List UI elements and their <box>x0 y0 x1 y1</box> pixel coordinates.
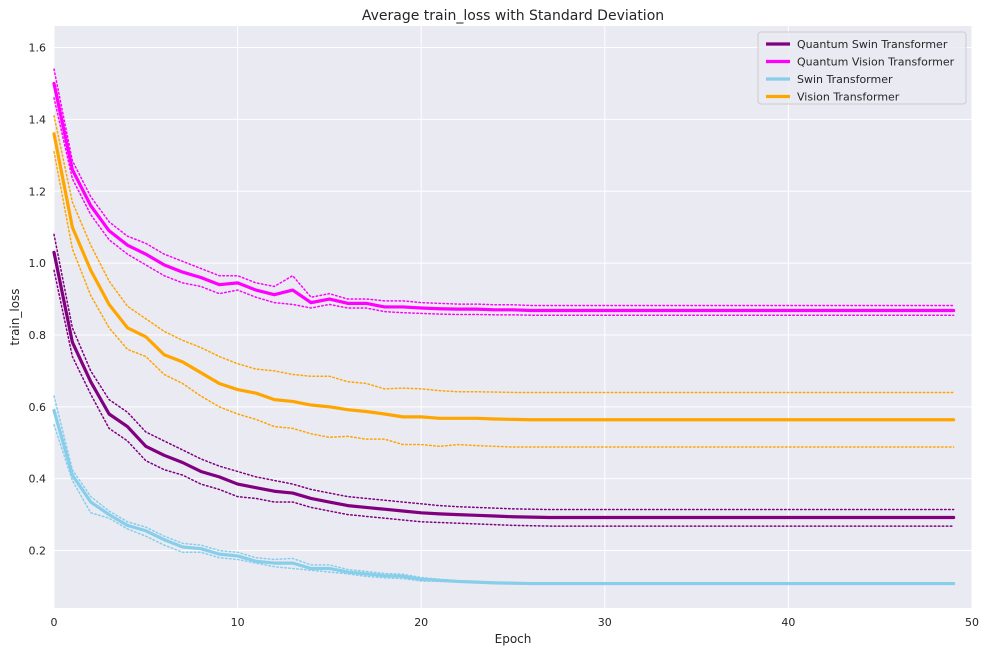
plot-area <box>54 26 972 608</box>
y-tick-label: 0.4 <box>29 473 47 486</box>
vision-transformer-upper-std-line <box>53 115 955 394</box>
vision-transformer-mean-line <box>52 132 956 422</box>
y-axis-label: train_loss <box>8 288 22 345</box>
x-tick-label: 30 <box>598 616 612 629</box>
series-lines <box>52 81 956 586</box>
legend-label-quantum-swin-transformer: Quantum Swin Transformer <box>797 38 948 51</box>
x-tick-label: 40 <box>781 616 795 629</box>
y-tick-label: 0.8 <box>29 329 47 342</box>
y-tick-label: 1.2 <box>29 185 47 198</box>
legend-label-swin-transformer: Swin Transformer <box>797 73 893 86</box>
quantum-swin-transformer-lower-std-line <box>53 269 955 527</box>
y-tick-label: 1.0 <box>29 257 47 270</box>
gridlines <box>53 26 973 608</box>
legend-label-vision-transformer: Vision Transformer <box>797 91 900 104</box>
chart-title: Average train_loss with Standard Deviati… <box>362 8 664 24</box>
legend: Quantum Swin Transformer Quantum Vision T… <box>757 31 967 105</box>
x-tick-label: 20 <box>414 616 428 629</box>
tick-labels: 0 10 20 30 40 50 0.2 0.4 0.6 0.8 1.0 1.2 1.4 1.6 <box>29 42 980 629</box>
legend-items: Quantum Swin Transformer Quantum Vision T… <box>766 38 955 104</box>
x-tick-label: 50 <box>965 616 979 629</box>
y-tick-label: 0.6 <box>29 401 47 414</box>
quantum-vision-transformer-lower-std-line <box>53 97 955 316</box>
quantum-swin-transformer-mean-line <box>52 250 956 520</box>
quantum-vision-transformer-mean-line <box>52 81 956 313</box>
y-tick-label: 0.2 <box>29 545 47 558</box>
x-tick-label: 0 <box>51 616 58 629</box>
legend-box <box>757 31 967 105</box>
legend-label-quantum-vision-transformer: Quantum Vision Transformer <box>797 56 955 69</box>
x-axis-label: Epoch <box>495 632 532 646</box>
y-tick-label: 1.6 <box>29 42 47 55</box>
x-tick-label: 10 <box>231 616 245 629</box>
quantum-swin-transformer-upper-std-line <box>53 233 955 511</box>
swin-transformer-mean-line <box>52 408 956 586</box>
y-tick-label: 1.4 <box>29 113 47 126</box>
vision-transformer-lower-std-line <box>53 150 955 448</box>
quantum-vision-transformer-upper-std-line <box>53 68 955 307</box>
